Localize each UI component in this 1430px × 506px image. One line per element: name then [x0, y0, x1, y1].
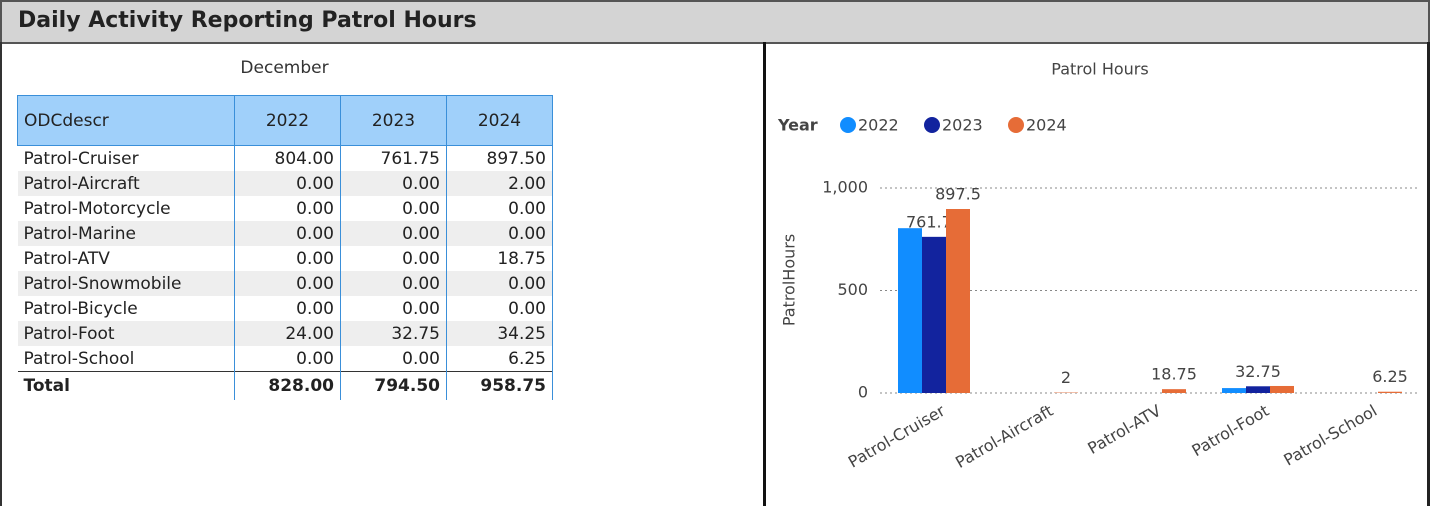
table-cell: Patrol-Snowmobile [17, 271, 235, 296]
bar [1378, 391, 1402, 393]
table-row: Patrol-Snowmobile 0.00 0.00 0.00 [17, 271, 553, 296]
table-row: Patrol-Cruiser 804.00 761.75 897.50 [17, 145, 553, 171]
table-cell: Patrol-Marine [17, 221, 235, 246]
table-cell: 0.00 [234, 221, 341, 246]
table-cell: 794.50 [340, 371, 447, 400]
table-row: ODCdescr 2022 2023 2024 [17, 95, 553, 146]
table-cell: Patrol-Bicycle [17, 296, 235, 321]
legend-label: 2024 [1026, 116, 1067, 135]
table-cell: 0.00 [340, 196, 447, 221]
bar [1246, 386, 1270, 393]
bar [898, 228, 922, 393]
table-cell: 804.00 [234, 145, 341, 171]
table-row: Patrol-Motorcycle 0.00 0.00 0.00 [17, 196, 553, 221]
left-panel [0, 42, 764, 506]
table-cell: 0.00 [340, 296, 447, 321]
data-label: 6.25 [1372, 367, 1408, 386]
x-tick-label: Patrol-Foot [1189, 401, 1273, 460]
table-cell: 0.00 [446, 196, 553, 221]
data-label: 32.75 [1235, 362, 1281, 381]
bar [1162, 389, 1186, 393]
table-cell: 0.00 [340, 246, 447, 271]
table-row: Patrol-Foot 24.00 32.75 34.25 [17, 321, 553, 346]
header: Daily Activity Reporting Patrol Hours [0, 0, 1430, 44]
table-cell: 0.00 [446, 271, 553, 296]
table-cell: 0.00 [234, 246, 341, 271]
legend-title: Year [777, 116, 818, 135]
table-row: Patrol-Marine 0.00 0.00 0.00 [17, 221, 553, 246]
table-cell: 0.00 [234, 196, 341, 221]
table-cell: Patrol-Aircraft [17, 171, 235, 196]
table-cell: 828.00 [234, 371, 341, 400]
table-cell: 34.25 [446, 321, 553, 346]
bar [1270, 385, 1294, 393]
table-cell: Patrol-Foot [17, 321, 235, 346]
legend-marker [924, 117, 940, 133]
table-cell: 2.00 [446, 171, 553, 196]
bar [922, 236, 946, 393]
legend-label: 2023 [942, 116, 983, 135]
table-row: Patrol-Aircraft 0.00 0.00 2.00 [17, 171, 553, 196]
divider [763, 42, 766, 506]
right-border [1427, 42, 1430, 506]
table-cell: 18.75 [446, 246, 553, 271]
y-axis-label: PatrolHours [780, 234, 799, 326]
header-title: Daily Activity Reporting Patrol Hours [18, 8, 477, 33]
table-cell: 24.00 [234, 321, 341, 346]
bar [1222, 388, 1246, 393]
table-cell: 2023 [340, 95, 447, 146]
table-cell: Patrol-ATV [17, 246, 235, 271]
table-cell: ODCdescr [17, 95, 235, 146]
table-cell: 761.75 [340, 145, 447, 171]
x-tick-label: Patrol-School [1280, 401, 1380, 470]
table-cell: Patrol-Motorcycle [17, 196, 235, 221]
table-cell: 0.00 [340, 346, 447, 372]
table-cell: 32.75 [340, 321, 447, 346]
table-cell: Total [17, 371, 235, 400]
table-cell: 0.00 [234, 296, 341, 321]
table-cell: 0.00 [234, 346, 341, 372]
table-title: December [240, 58, 329, 78]
table-cell: 958.75 [446, 371, 553, 400]
chart-title: Patrol Hours [1051, 60, 1148, 79]
data-label: 2 [1061, 368, 1071, 387]
table-cell: 897.50 [446, 145, 553, 171]
table-cell: 2022 [234, 95, 341, 146]
x-tick-label: Patrol-ATV [1084, 401, 1164, 458]
legend-marker [840, 117, 856, 133]
table-cell: 0.00 [340, 221, 447, 246]
table-cell: 0.00 [234, 271, 341, 296]
data-label: 18.75 [1151, 365, 1197, 384]
legend-marker [1008, 117, 1024, 133]
y-tick-label: 500 [837, 280, 868, 299]
bar [946, 209, 970, 393]
table-row: Patrol-School 0.00 0.00 6.25 [17, 346, 553, 372]
table: ODCdescr 2022 2023 2024 Patrol-Cruiser 804.00… [17, 95, 553, 400]
table-row: Patrol-ATV 0.00 0.00 18.75 [17, 246, 553, 271]
y-tick-label: 1,000 [822, 178, 868, 197]
table-cell: 0.00 [446, 221, 553, 246]
table-row: Patrol-Bicycle 0.00 0.00 0.00 [17, 296, 553, 321]
table-row: Total 828.00 794.50 958.75 [17, 371, 553, 400]
table-cell: 0.00 [234, 171, 341, 196]
table-cell: 0.00 [446, 296, 553, 321]
legend-label: 2022 [858, 116, 899, 135]
table-cell: 2024 [446, 95, 553, 146]
x-tick-label: Patrol-Aircraft [952, 401, 1056, 472]
x-tick-label: Patrol-Cruiser [845, 401, 949, 472]
table-cell: Patrol-School [17, 346, 235, 372]
table-cell: 0.00 [340, 271, 447, 296]
y-tick-label: 0 [858, 383, 868, 402]
table-cell: 0.00 [340, 171, 447, 196]
data-label: 897.5 [935, 185, 981, 204]
table-cell: Patrol-Cruiser [17, 145, 235, 171]
table-cell: 6.25 [446, 346, 553, 372]
